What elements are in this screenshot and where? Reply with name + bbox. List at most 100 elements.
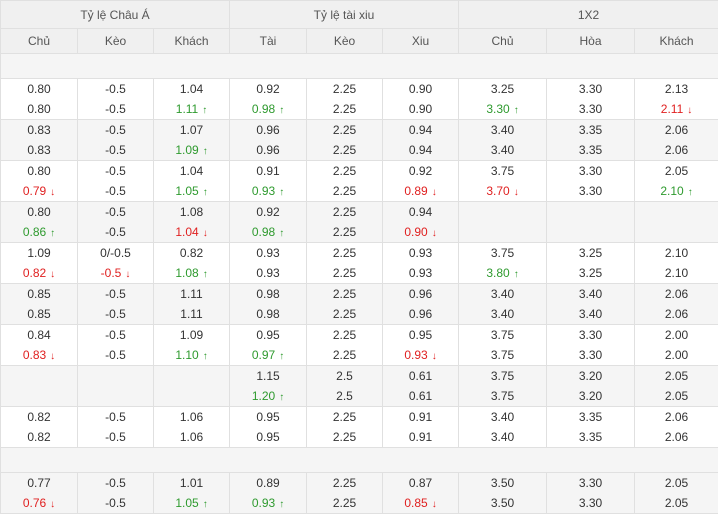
- odds-cell: [458, 201, 548, 243]
- odds-value: 1.04: [179, 82, 204, 96]
- opening-odds: 3.30: [548, 474, 634, 494]
- odds-value: 2.06: [664, 410, 689, 424]
- opening-odds: 1.04: [155, 162, 229, 182]
- current-odds: 3.30: [548, 181, 634, 201]
- odds-value: 2.25: [332, 328, 357, 342]
- current-odds: 2.06: [636, 427, 718, 447]
- odds-value: -0.5: [105, 143, 126, 157]
- odds-value: 1.11: [180, 287, 203, 301]
- group-header-1x2: 1X2: [458, 0, 718, 29]
- odds-value: 0.95: [256, 410, 280, 424]
- odds-value: 2.05: [664, 389, 689, 403]
- arrow-up-icon: ↑: [279, 187, 285, 198]
- odds-cell: 2.5 2.5: [306, 365, 384, 407]
- opening-odds: -0.5: [79, 203, 153, 223]
- odds-value: 3.50: [490, 496, 515, 510]
- table-row: 1.09 0.82 ↓ 0/-0.5 -0.5 ↓ 0.82 1.08 ↑ 0.93 0.93 2.2…: [0, 242, 718, 284]
- opening-odds: 1.11: [155, 285, 229, 305]
- odds-value: 0.91: [408, 410, 433, 424]
- odds-cell: 3.40 3.40: [458, 283, 548, 325]
- odds-value: 3.70: [486, 184, 510, 198]
- odds-cell: 2.25 2.25: [306, 201, 384, 243]
- odds-cell: -0.5 -0.5: [77, 119, 154, 161]
- odds-cell: 3.75 3.70 ↓: [458, 160, 548, 202]
- odds-value: 0.85: [27, 307, 51, 321]
- current-odds: -0.5: [79, 304, 153, 324]
- odds-cell: 3.25 3.30 ↑: [458, 78, 548, 120]
- odds-cell: 0.95 0.93 ↓: [382, 324, 460, 366]
- odds-value: 3.30: [578, 476, 603, 490]
- odds-value: 1.04: [179, 164, 204, 178]
- odds-value: 0/-0.5: [100, 246, 131, 260]
- current-odds: 1.08 ↑: [155, 263, 229, 283]
- odds-value: -0.5: [105, 164, 126, 178]
- odds-cell: 3.30 3.30: [546, 160, 636, 202]
- odds-value: -0.5: [105, 184, 126, 198]
- opening-odds: -0.5: [79, 285, 153, 305]
- current-odds: 3.75: [460, 345, 546, 365]
- table-row: 0.80 0.80 -0.5 -0.5 1.04 1.11 ↑ 0.92 0.98 ↑ 2.25 2.…: [0, 78, 718, 120]
- current-odds: 3.80 ↑: [460, 263, 546, 283]
- odds-cell: 0.98 0.98: [229, 283, 308, 325]
- odds-cell: 3.30 3.30: [546, 78, 636, 120]
- odds-value: 0.80: [27, 164, 51, 178]
- odds-value: 1.05: [175, 184, 199, 198]
- table-row: 0.83 0.83 -0.5 -0.5 1.07 1.09 ↑ 0.96 0.96 2.25 2.2…: [0, 119, 718, 161]
- opening-odds: 2.5: [308, 367, 382, 387]
- odds-value: 0.93: [404, 348, 428, 362]
- odds-value: 1.09: [179, 328, 204, 342]
- odds-value: 3.30: [578, 184, 603, 198]
- arrow-down-icon: ↓: [513, 187, 519, 198]
- current-odds: 1.04 ↓: [155, 222, 229, 242]
- odds-value: -0.5: [105, 123, 126, 137]
- current-odds: 0.82 ↓: [2, 263, 77, 283]
- odds-cell: 1.15 1.20 ↑: [229, 365, 308, 407]
- odds-value: 0.93: [256, 266, 280, 280]
- table-row: 0.80 0.86 ↑ -0.5 -0.5 1.08 1.04 ↓ 0.92 0.98 ↑ 2.25 2…: [0, 201, 718, 243]
- odds-value: 3.30: [578, 348, 603, 362]
- opening-odds: 3.25: [548, 244, 634, 264]
- arrow-up-icon: ↑: [687, 187, 693, 198]
- odds-cell: [77, 365, 154, 407]
- opening-odds: 0.98: [231, 285, 306, 305]
- opening-odds: 2.00: [636, 326, 718, 346]
- current-odds: 0.93: [384, 263, 458, 283]
- group-header-asian-handicap: Tỷ lệ Châu Á: [0, 0, 231, 29]
- opening-odds: 2.05: [636, 474, 718, 494]
- odds-cell: 1.01 1.05 ↑: [152, 472, 231, 514]
- odds-value: 0.95: [408, 328, 433, 342]
- current-odds: 0.85 ↓: [384, 493, 458, 513]
- opening-odds: 0.93: [384, 244, 458, 264]
- header-spacer-row: [0, 53, 718, 79]
- odds-value: 2.06: [664, 123, 689, 137]
- opening-odds: 2.25: [308, 244, 382, 264]
- opening-odds: -0.5: [79, 121, 153, 141]
- odds-value: 0.92: [256, 82, 280, 96]
- arrow-down-icon: ↓: [125, 269, 131, 280]
- current-odds: -0.5: [79, 493, 153, 513]
- odds-value: 2.25: [332, 307, 357, 321]
- odds-value: 2.5: [336, 389, 353, 403]
- odds-cell: -0.5 -0.5: [77, 472, 154, 514]
- col-header-under: Xiu: [382, 28, 460, 54]
- odds-value: 3.40: [490, 307, 515, 321]
- odds-value: 0.85: [27, 287, 51, 301]
- odds-value: 0.90: [408, 82, 433, 96]
- odds-value: -0.5: [105, 328, 126, 342]
- odds-cell: 3.50 3.50: [458, 472, 548, 514]
- current-odds: 0.95: [231, 427, 306, 447]
- odds-cell: 0.80 0.86 ↑: [0, 201, 78, 243]
- odds-value: 2.25: [332, 410, 357, 424]
- opening-odds: 0.82: [2, 408, 77, 428]
- current-odds: 2.25: [308, 99, 382, 119]
- opening-odds: 2.25: [308, 326, 382, 346]
- opening-odds: 3.75: [460, 162, 546, 182]
- odds-value: 0.90: [408, 102, 433, 116]
- opening-odds: 0.95: [231, 326, 306, 346]
- current-odds: -0.5: [79, 427, 153, 447]
- opening-odds: 0/-0.5: [79, 244, 153, 264]
- current-odds: 2.10: [636, 263, 718, 283]
- current-odds: 0.98 ↑: [231, 99, 306, 119]
- odds-value: 3.40: [578, 287, 603, 301]
- opening-odds: 0.82: [155, 244, 229, 264]
